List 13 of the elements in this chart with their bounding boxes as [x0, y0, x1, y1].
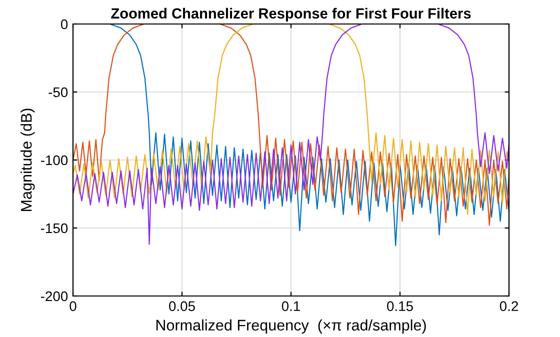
x-tick-label: 0.2 — [500, 301, 518, 312]
y-tick-label: 0 — [60, 19, 68, 30]
y-tick-label: -200 — [40, 291, 68, 302]
y-axis-title: Magnitude (dB) — [20, 108, 35, 211]
y-tick-label: -100 — [40, 155, 68, 166]
x-tick-label: 0 — [70, 301, 76, 312]
chart-title: Zoomed Channelizer Response for First Four Filters — [111, 8, 471, 22]
y-tick-label: -150 — [40, 223, 68, 234]
x-tick-label: 0.1 — [282, 301, 300, 312]
x-tick-label: 0.15 — [387, 301, 413, 312]
y-tick-label: -50 — [48, 87, 68, 98]
x-axis-title: Normalized Frequency (×π rad/sample) — [156, 319, 426, 334]
x-tick-label: 0.05 — [169, 301, 195, 312]
